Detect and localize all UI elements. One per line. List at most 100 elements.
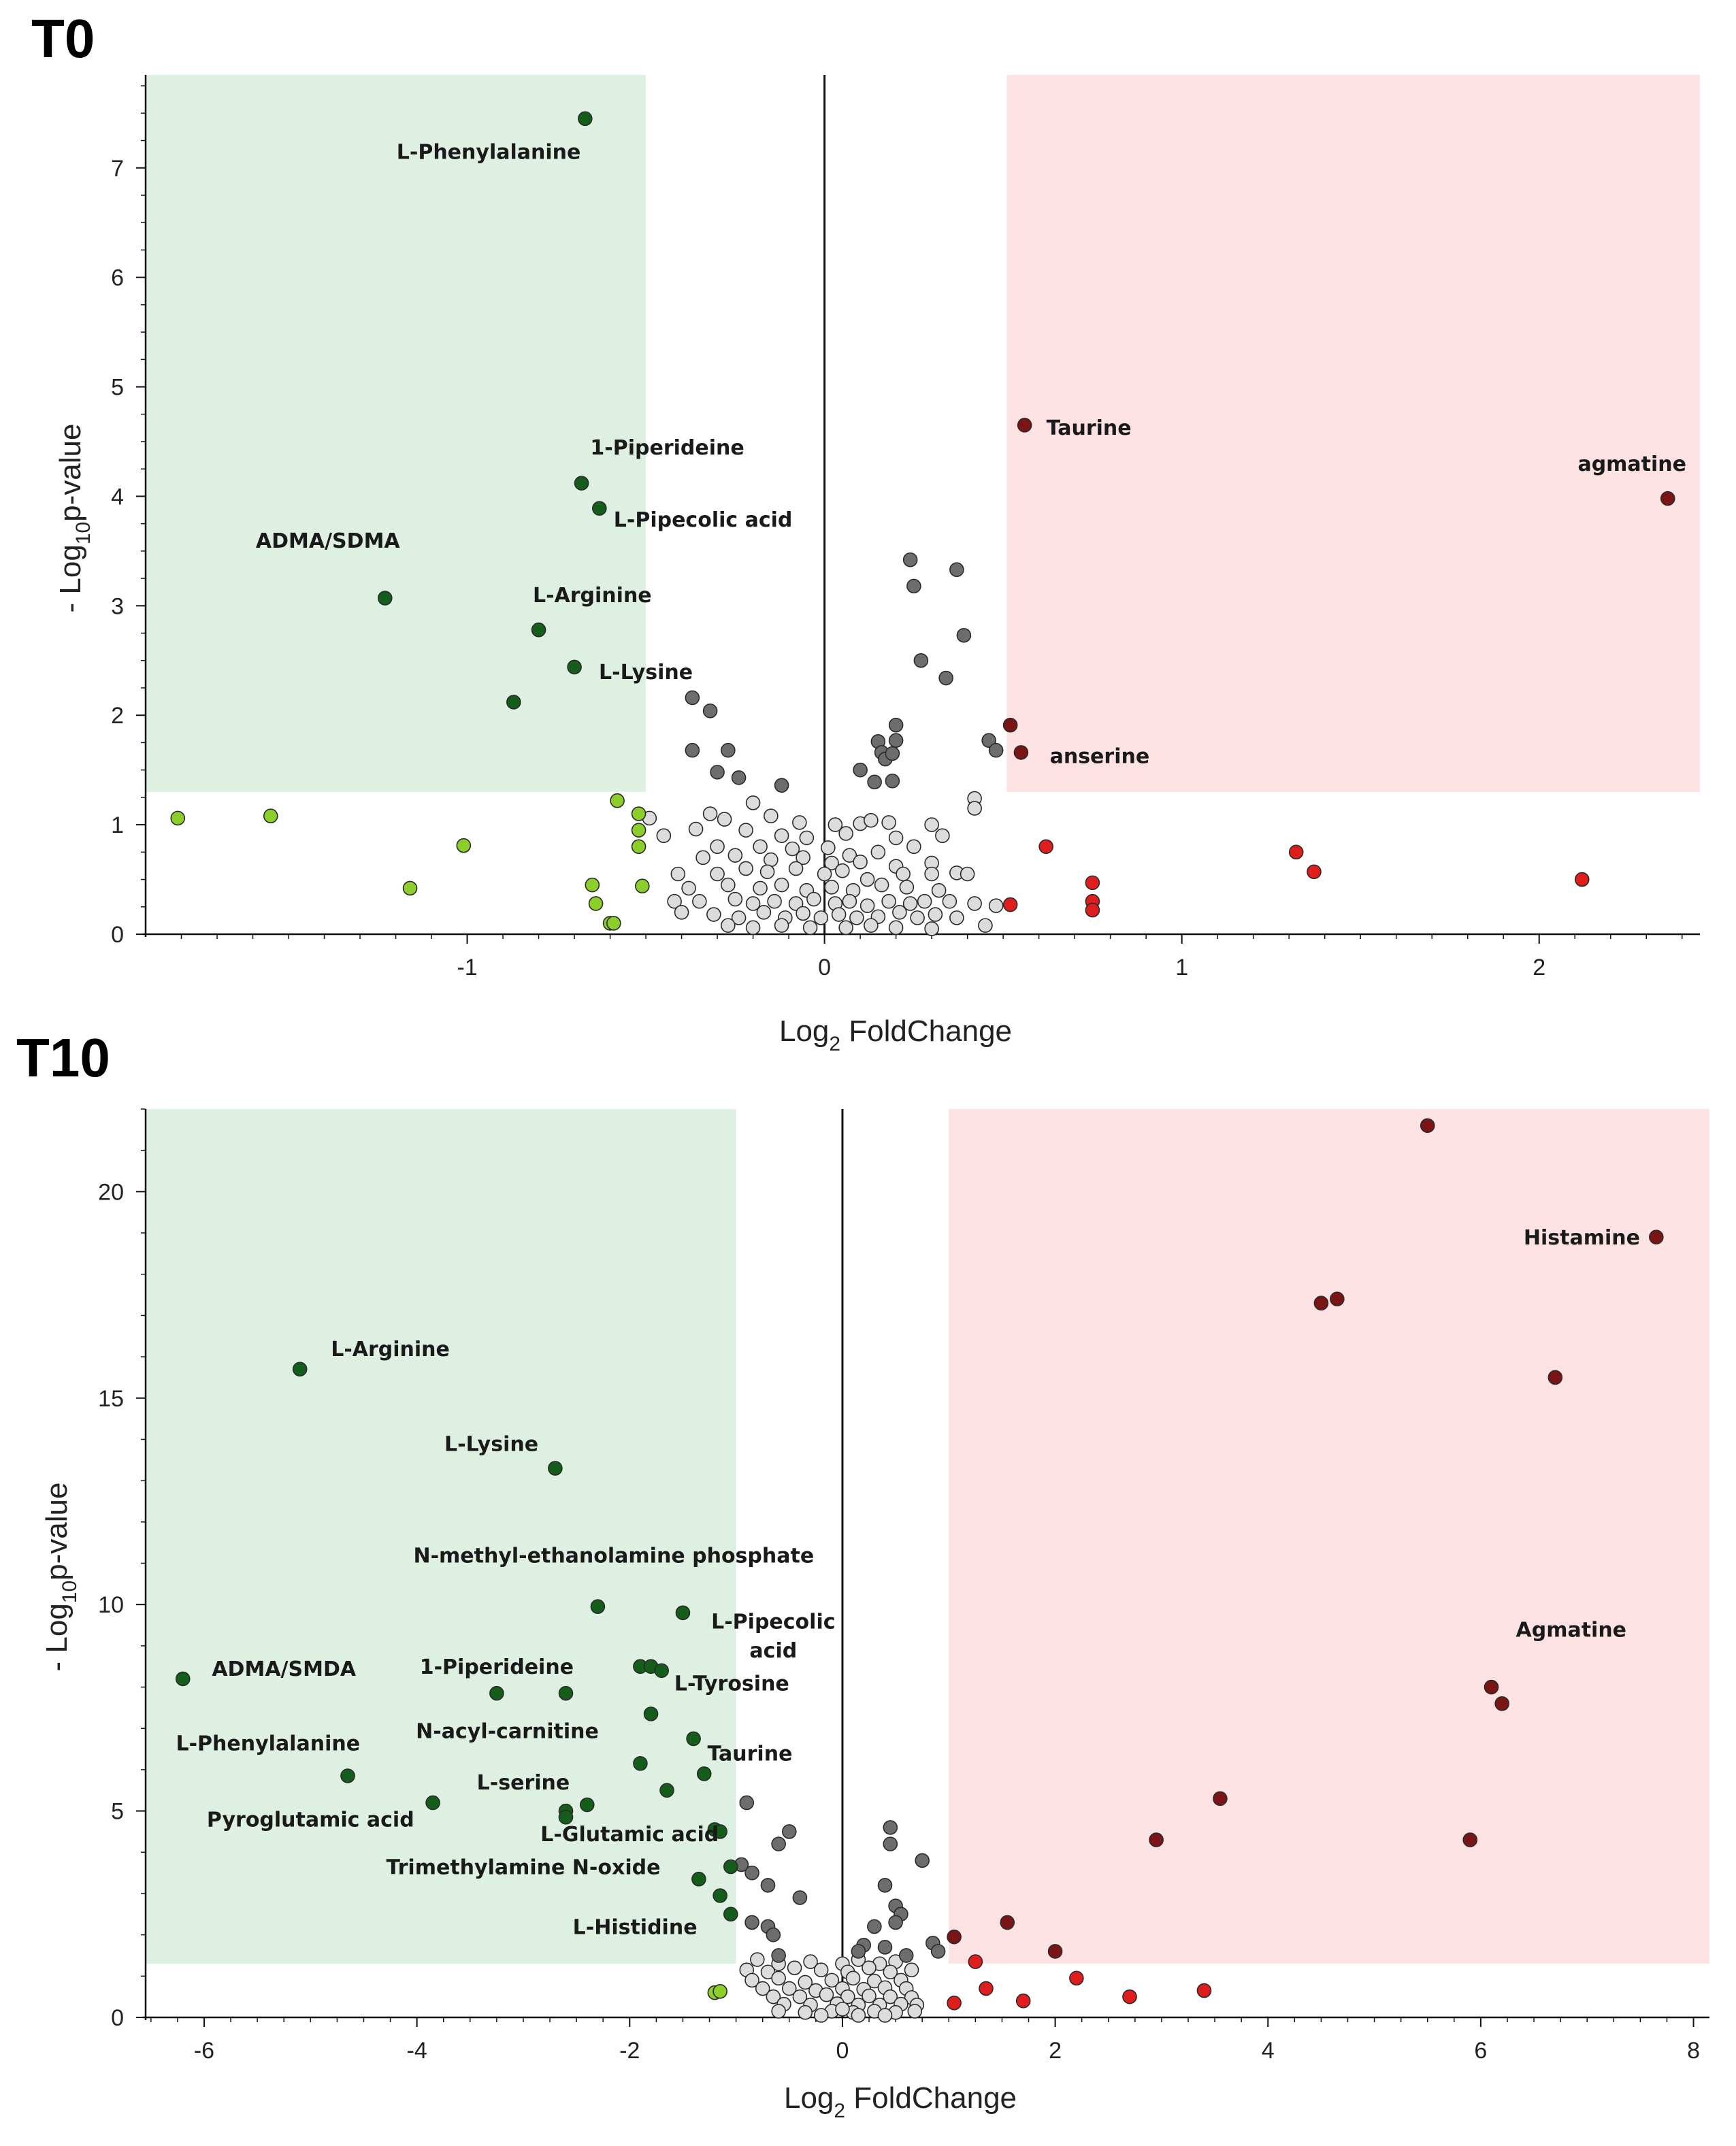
data-point-neutral — [721, 877, 736, 893]
data-point-neutral — [670, 866, 686, 882]
point-annotation: L-Arginine — [331, 1338, 450, 1361]
point-annotation: L-Phenylalanine — [176, 1732, 360, 1755]
data-point-sig-down — [691, 1871, 706, 1887]
data-point-neutral — [759, 864, 775, 880]
data-point-nonsig-up — [1085, 902, 1100, 918]
x-tick-label: -1 — [457, 955, 477, 980]
data-point-sig-down — [686, 1731, 701, 1747]
point-annotation: N-acyl-carnitine — [416, 1719, 599, 1743]
data-point-neutral — [692, 893, 707, 909]
data-point-sig-neutral — [744, 1865, 759, 1881]
data-point-sig-neutral — [930, 1944, 946, 1959]
data-point-neutral — [771, 2004, 786, 2019]
y-tick-label: 3 — [111, 593, 124, 619]
data-point-sig-neutral — [721, 742, 736, 758]
data-point-sig-down — [558, 1809, 574, 1825]
point-annotation: Trimethylamine N-oxide — [386, 1856, 660, 1880]
data-point-neutral — [967, 801, 982, 816]
data-point-neutral — [831, 907, 847, 922]
data-point-neutral — [706, 907, 721, 922]
data-point-sig-down — [489, 1685, 504, 1701]
data-point-neutral — [949, 910, 964, 925]
data-point-sig-neutral — [771, 1836, 786, 1851]
data-point-neutral — [864, 918, 879, 933]
point-annotation: L-Phenylalanine — [397, 141, 581, 165]
x-tick-label: 2 — [1049, 2038, 1062, 2064]
x-tick-label: 6 — [1474, 2038, 1487, 2064]
data-point-nonsig-up — [1038, 839, 1053, 855]
point-annotation: 1-Piperideine — [590, 436, 744, 460]
data-point-neutral — [888, 920, 904, 936]
data-point-sig-up — [1000, 1915, 1015, 1930]
data-point-neutral — [731, 910, 747, 925]
y-tick-label: 5 — [111, 375, 124, 401]
data-point-neutral — [896, 866, 911, 882]
data-point-sig-neutral — [877, 1940, 893, 1955]
x-tick-label: -2 — [619, 2038, 640, 2064]
data-point-neutral — [774, 877, 789, 893]
data-point-neutral — [942, 893, 957, 909]
y-tick-label: 0 — [111, 922, 124, 948]
data-point-sig-up — [1484, 1679, 1499, 1695]
data-point-neutral — [755, 1981, 770, 1996]
x-axis-label: Log2 FoldChange — [784, 2081, 1017, 2122]
data-point-neutral — [796, 850, 810, 865]
data-point-sig-neutral — [744, 1915, 759, 1930]
data-point-sig-neutral — [981, 733, 996, 748]
data-point-neutral — [910, 910, 925, 925]
data-point-sig-down — [633, 1756, 648, 1771]
data-point-sig-neutral — [685, 742, 700, 758]
data-point-neutral — [924, 866, 939, 882]
data-point-sig-neutral — [792, 1890, 808, 1905]
data-point-sig-up — [1462, 1832, 1478, 1847]
x-tick-label: -4 — [407, 2038, 427, 2064]
data-point-neutral — [785, 841, 800, 857]
data-point-neutral — [899, 880, 915, 895]
point-annotation: L-Pipecolic acid — [614, 508, 793, 532]
panel-title: T0 — [31, 8, 95, 69]
data-point-neutral — [881, 893, 896, 909]
x-tick-label: 1 — [1175, 955, 1188, 980]
data-point-sig-neutral — [774, 778, 789, 793]
data-point-neutral — [764, 808, 779, 824]
point-annotation: 1-Piperideine — [420, 1655, 574, 1679]
data-point-sig-neutral — [883, 1836, 898, 1851]
data-point-neutral — [988, 898, 1004, 913]
data-point-sig-neutral — [877, 1878, 893, 1893]
data-point-neutral — [883, 1989, 898, 2004]
data-point-nonsig-down — [263, 808, 278, 824]
y-tick-label: 5 — [111, 1799, 124, 1825]
data-point-sig-neutral — [898, 1948, 914, 1963]
data-point-sig-neutral — [867, 774, 882, 790]
y-tick-label: 10 — [98, 1592, 124, 1618]
data-point-neutral — [753, 880, 768, 896]
data-point-neutral — [978, 918, 993, 933]
data-point-sig-neutral — [771, 1948, 786, 1963]
data-point-neutral — [750, 1952, 765, 1967]
data-point-nonsig-up — [1196, 1983, 1212, 1998]
y-axis-label: - Log10p-value — [54, 424, 95, 613]
data-point-neutral — [656, 828, 672, 843]
point-annotation: Agmatine — [1516, 1619, 1627, 1642]
data-point-neutral — [864, 812, 879, 828]
data-point-nonsig-up — [1069, 1970, 1084, 1986]
data-point-sig-up — [1213, 1791, 1228, 1806]
data-point-neutral — [840, 1989, 855, 2004]
point-annotation: agmatine — [1577, 452, 1686, 476]
data-point-sig-up — [1547, 1370, 1563, 1385]
data-point-neutral — [753, 839, 768, 855]
data-point-sig-down — [713, 1888, 727, 1903]
down-regulated-region — [146, 75, 646, 792]
data-point-neutral — [710, 839, 725, 855]
data-point-sig-down — [713, 1824, 727, 1839]
y-tick-label: 1 — [111, 812, 124, 838]
x-tick-label: -6 — [194, 2038, 214, 2064]
x-axis-label: Log2 FoldChange — [779, 1014, 1012, 1055]
data-point-neutral — [813, 910, 829, 925]
data-point-neutral — [824, 1972, 840, 1988]
data-point-neutral — [702, 806, 718, 821]
data-point-neutral — [928, 907, 943, 922]
panel-title: T10 — [16, 1027, 110, 1088]
data-point-neutral — [766, 1989, 781, 2004]
data-point-neutral — [802, 920, 818, 936]
